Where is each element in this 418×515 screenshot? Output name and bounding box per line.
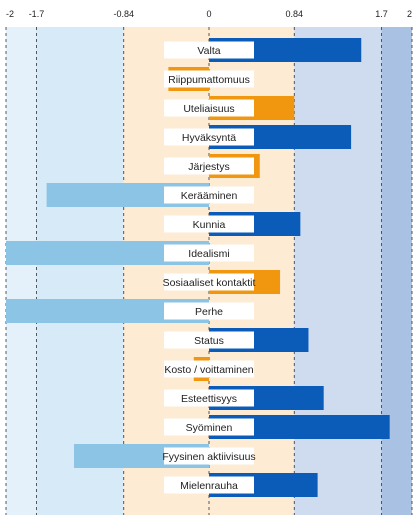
band-outer-negative <box>6 27 37 515</box>
tick-label: 0.84 <box>285 9 303 19</box>
band-outer-positive <box>381 27 412 515</box>
category-label-box <box>164 186 254 204</box>
tick-label: -2 <box>6 9 14 19</box>
category-label: Syöminen <box>186 422 233 434</box>
category-label-box <box>164 447 254 465</box>
category-label-box <box>164 70 254 88</box>
category-label-box <box>164 418 254 436</box>
category-label-box <box>164 331 254 349</box>
category-label: Valta <box>197 45 220 57</box>
category-label: Kunnia <box>193 219 226 231</box>
category-label: Kerääminen <box>181 190 238 202</box>
category-label-box <box>164 128 254 146</box>
category-label-box <box>164 476 254 494</box>
tick-label: 2 <box>407 9 412 19</box>
category-label-box <box>164 360 254 378</box>
category-label: Idealismi <box>188 248 229 260</box>
category-label-box <box>164 215 254 233</box>
category-label: Mielenrauha <box>180 480 238 492</box>
category-label: Riippumattomuus <box>168 74 250 86</box>
category-label: Kosto / voittaminen <box>164 364 253 376</box>
tick-label: 0 <box>206 9 211 19</box>
category-label-box <box>164 41 254 59</box>
category-label: Esteettisyys <box>181 393 237 405</box>
category-label: Uteliaisuus <box>183 103 234 115</box>
category-label-box <box>164 273 254 291</box>
category-label: Hyväksyntä <box>182 132 236 144</box>
category-label-box <box>164 389 254 407</box>
category-label: Perhe <box>195 306 223 318</box>
category-label-box <box>164 99 254 117</box>
tick-label: 1.7 <box>375 9 388 19</box>
category-label: Fyysinen aktiivisuus <box>162 451 255 463</box>
category-label: Sosiaaliset kontaktit <box>163 277 256 289</box>
category-label: Järjestys <box>188 161 229 173</box>
band-middle-negative <box>36 27 124 515</box>
category-label-box <box>164 244 254 262</box>
tick-label: -1.7 <box>29 9 45 19</box>
category-label-box <box>164 157 254 175</box>
band-middle-positive <box>294 27 382 515</box>
category-label: Status <box>194 335 224 347</box>
category-label-box <box>164 302 254 320</box>
tick-label: -0.84 <box>113 9 134 19</box>
